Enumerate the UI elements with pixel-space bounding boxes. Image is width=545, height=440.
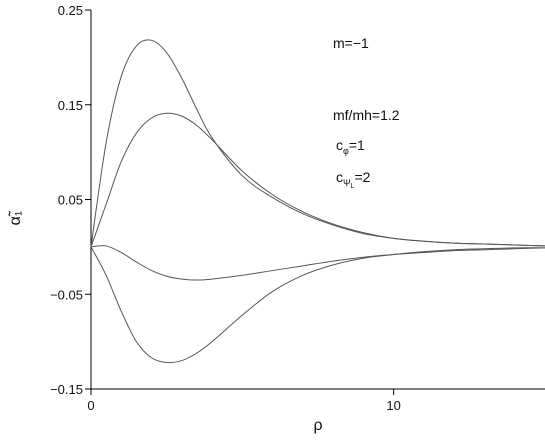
c-psi-value: =2	[354, 169, 370, 185]
c-phi-subscript: φ	[343, 146, 349, 156]
x-ticks: 0 10	[87, 389, 401, 413]
y-tick-label: 0.15	[58, 98, 83, 113]
x-tick-label: 0	[87, 398, 94, 413]
c-psi-subsubscript: L	[351, 183, 355, 190]
c-phi-base: c	[336, 137, 343, 153]
series-line-4	[90, 246, 545, 364]
x-tick-label: 10	[386, 398, 400, 413]
series-line-2	[90, 112, 545, 248]
annotation-c-phi: cφ=1	[336, 137, 365, 156]
y-tick-label: −0.05	[50, 287, 83, 302]
c-psi-subscript: Ψ	[343, 178, 351, 188]
y-ticks: 0.25 0.15 0.05 −0.05 −0.15	[50, 3, 91, 397]
y-tick-label: −0.15	[50, 382, 83, 397]
c-psi-base: c	[336, 169, 343, 185]
c-phi-value: =1	[349, 137, 365, 153]
series-line-3	[90, 245, 545, 281]
annotation-m: m=−1	[333, 35, 369, 51]
y-tick-label: 0.25	[58, 3, 83, 18]
y-axis-label: α̃₁	[7, 210, 24, 225]
annotation-mass-ratio: mf/mh=1.2	[333, 107, 400, 123]
x-axis-label: ρ	[313, 417, 322, 434]
annotation-c-psi: cΨL=2	[336, 169, 371, 190]
y-tick-label: 0.05	[58, 193, 83, 208]
series-group	[90, 39, 545, 364]
